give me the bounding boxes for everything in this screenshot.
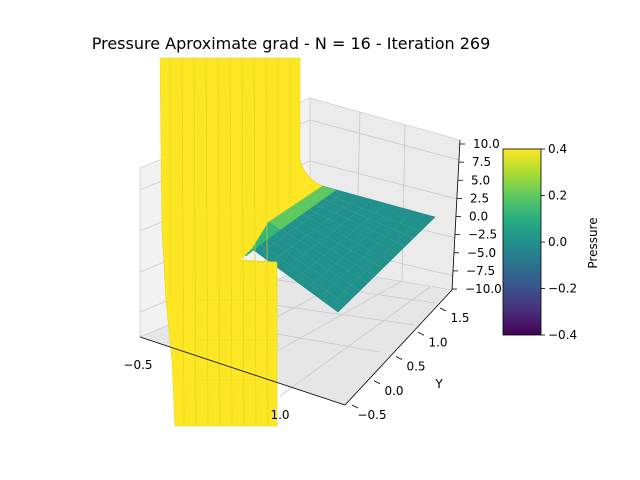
- y-tick-label: 1.5: [450, 311, 469, 325]
- z-tick-label: −7.5: [466, 264, 495, 278]
- y-tick-label: 0.5: [406, 360, 425, 374]
- y-tick-label: 1.0: [428, 335, 447, 349]
- colorbar-label: Pressure: [586, 217, 600, 268]
- y-tick-mark: [395, 356, 403, 360]
- x-tick-label: −0.5: [123, 358, 152, 372]
- z-axis: 10.0 7.5 5.0 2.5 0.0 −2.5 −5.0 −7.5 −10.0: [451, 137, 502, 296]
- z-tick-label: 0.0: [469, 210, 488, 224]
- chart-title: Pressure Aproximate grad - N = 16 - Iter…: [92, 34, 491, 53]
- colorbar-tick-label: 0.4: [548, 142, 567, 156]
- z-tick-label: −5.0: [467, 246, 496, 260]
- z-tick-label: 5.0: [471, 173, 490, 187]
- y-tick-mark: [351, 404, 359, 409]
- z-tick-label: 7.5: [472, 155, 491, 169]
- spike-surface: [159, 57, 323, 427]
- y-axis: −0.5 0.00.51.01.5 Y: [344, 289, 470, 422]
- x-axis: −0.5 1.0: [123, 336, 346, 422]
- y-tick-label: 0.0: [384, 384, 403, 398]
- z-tick-label: 2.5: [470, 191, 489, 205]
- z-tick-label: −10.0: [465, 282, 502, 296]
- y-tick-label: −0.5: [357, 408, 386, 422]
- y-tick-mark: [373, 380, 381, 385]
- y-tick-mark: [439, 307, 447, 312]
- y-axis-label: Y: [434, 377, 443, 391]
- colorbar: 0.4 0.2 0.0 −0.2 −0.4 Pressure: [502, 142, 600, 342]
- colorbar-tick-label: −0.4: [548, 328, 577, 342]
- colorbar-gradient: [502, 148, 542, 336]
- z-tick-label: −2.5: [468, 228, 497, 242]
- y-tick-mark: [417, 331, 425, 336]
- colorbar-tick-label: −0.2: [548, 282, 577, 296]
- colorbar-tick-label: 0.2: [548, 189, 567, 203]
- z-tick-label: 10.0: [473, 137, 500, 151]
- x-tick-label: 1.0: [270, 408, 289, 422]
- colorbar-tick-label: 0.0: [548, 235, 567, 249]
